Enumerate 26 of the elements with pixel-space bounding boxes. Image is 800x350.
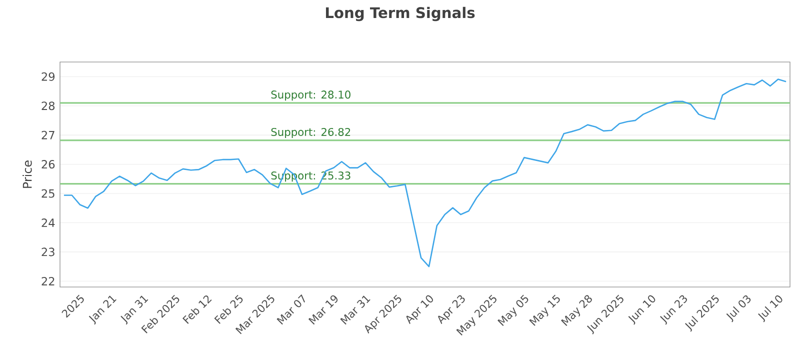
y-tick-label: 23 [42, 248, 54, 256]
ref-line-label: Support: 28.10 [271, 90, 350, 101]
y-tick-label: 24 [42, 218, 55, 227]
x-tick-label: Jan 21 [88, 296, 116, 325]
x-tick-label: Apr 23 [438, 295, 465, 324]
x-tick-label: Feb 12 [182, 295, 212, 324]
x-tick-label: Mar 19 [308, 295, 338, 325]
x-tick-label: Jan 31 [120, 296, 148, 325]
y-tick-label: 27 [42, 130, 54, 140]
line-series [63, 78, 787, 268]
x-tick-label: Jul 10 [758, 295, 782, 322]
ref-line-label: Support: 26.82 [271, 128, 350, 138]
x-tick-label: Jun 23 [660, 295, 687, 325]
y-tick-label: 26 [42, 160, 55, 169]
x-tick-label: Apr 10 [406, 295, 433, 324]
y-axis-title: Price [22, 160, 32, 188]
x-tick-label: Mar 31 [340, 296, 370, 325]
x-tick-label: Jun 10 [628, 295, 656, 325]
chart-title: Long Term Signals [326, 6, 475, 22]
y-tick-label: 22 [42, 276, 54, 286]
x-tick-label: Mar 07 [276, 294, 305, 325]
y-tick-label: 28 [42, 102, 55, 110]
x-tick-label: Jul 03 [726, 295, 751, 322]
y-tick-label: 29 [42, 72, 55, 81]
x-tick-label: Feb 25 [214, 294, 243, 324]
y-tick-label: 25 [42, 189, 54, 198]
